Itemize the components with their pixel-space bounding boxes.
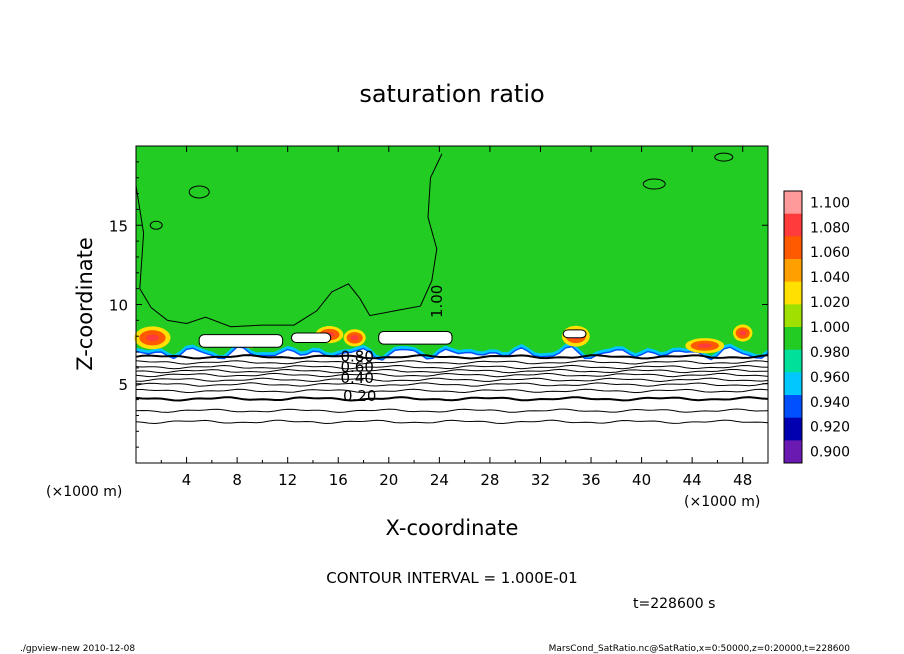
contour-line: [135, 368, 769, 374]
colorbar-frame: [783, 190, 803, 464]
colorbar: 1.100 1.080 1.060 1.040 1.020 1.000 0.980 0.960…: [783, 190, 850, 464]
footer-left-text: ./gpview-new 2010-12-08: [20, 644, 135, 654]
colorbar-label: 1.080: [810, 220, 850, 236]
colorbar-swatch: [784, 327, 802, 351]
supersaturation-peak: [145, 334, 160, 342]
contour-loop: [188, 185, 210, 199]
contour-loop: [714, 152, 734, 162]
colorbar-swatch: [784, 372, 802, 396]
colorbar-label: 0.920: [810, 420, 850, 436]
x-tick-label: 16: [329, 471, 348, 489]
contour-line-1.00: [135, 153, 443, 328]
contour-label: 0.60: [340, 358, 373, 376]
y-axis-unit: (×1000 m): [46, 484, 122, 500]
colorbar-swatch: [784, 417, 802, 441]
contour-loop: [642, 178, 666, 190]
y-tick-label: 15: [109, 217, 128, 235]
contour-line: [135, 382, 769, 387]
x-tick-label: 12: [278, 471, 297, 489]
supersaturation-peak: [697, 343, 712, 348]
colorbar-label: 0.900: [810, 445, 850, 461]
colorbar-swatch: [784, 213, 802, 237]
contour-line: [135, 364, 769, 370]
x-tick-label: 36: [581, 471, 600, 489]
y-tick-label: 10: [109, 297, 128, 315]
cloud-patch: [290, 332, 332, 344]
x-tick-label: 20: [379, 471, 398, 489]
colorbar-label: 1.060: [810, 245, 850, 261]
x-axis-label: X-coordinate: [386, 516, 519, 540]
y-tick-label: 5: [118, 376, 128, 394]
contour-line: [136, 377, 769, 383]
contour-line: [135, 360, 769, 365]
contour-label: 0.20: [343, 387, 376, 405]
contour-line: [135, 354, 769, 360]
contour-line: [135, 419, 769, 425]
plot-area: 1.00 0.800.600.400.20: [134, 145, 769, 464]
contour-line: [135, 408, 769, 413]
time-text: t=228600 s: [633, 596, 715, 612]
cloud-patch: [562, 329, 587, 339]
contour-label: 1.00: [428, 285, 446, 318]
colorbar-swatch: [784, 395, 802, 419]
x-tick-label: 32: [531, 471, 550, 489]
colorbar-swatch: [784, 304, 802, 328]
y-axis-label: Z-coordinate: [73, 237, 97, 371]
x-tick-label: 40: [632, 471, 651, 489]
colorbar-label: 1.040: [810, 270, 850, 286]
colorbar-swatch: [784, 281, 802, 305]
x-tick-label: 24: [430, 471, 449, 489]
saturated-region: [136, 146, 768, 358]
cloud-patch: [198, 334, 284, 348]
saturation-field: [134, 146, 769, 361]
x-tick-label: 4: [182, 471, 192, 489]
contour-line: [135, 372, 769, 378]
contour-lines: 1.00 0.800.600.400.20: [135, 152, 769, 425]
colorbar-label: 1.100: [810, 195, 850, 211]
colorbar-label: 0.960: [810, 370, 850, 386]
colorbar-label: 1.000: [810, 320, 850, 336]
x-tick-label: 44: [683, 471, 702, 489]
x-tick-label: 8: [232, 471, 242, 489]
x-axis-unit: (×1000 m): [684, 494, 760, 510]
colorbar-label: 1.020: [810, 295, 850, 311]
y-axis-ticks: 5 10 15: [109, 161, 768, 448]
x-tick-label: 48: [733, 471, 752, 489]
contour-line: [136, 388, 769, 394]
colorbar-swatch: [784, 191, 802, 215]
contour-label: 0.40: [340, 369, 373, 387]
x-axis-ticks: 4 8 12 16 20 24 28 32 36 40 44 48: [160, 146, 752, 489]
colorbar-label: 0.940: [810, 395, 850, 411]
colorbar-swatch: [784, 440, 802, 464]
cloud-patch: [378, 330, 453, 345]
chart-title: saturation ratio: [359, 80, 544, 108]
colorbar-label: 0.980: [810, 345, 850, 361]
contour-interval-text: CONTOUR INTERVAL = 1.000E-01: [326, 569, 577, 587]
contour-label: 0.80: [340, 348, 373, 366]
contour-line: [135, 396, 769, 402]
colorbar-swatch: [784, 349, 802, 373]
footer-right-text: MarsCond_SatRatio.nc@SatRatio,x=0:50000,…: [549, 644, 851, 654]
supersaturation-peak: [739, 330, 747, 336]
colorbar-swatch: [784, 236, 802, 260]
x-tick-label: 28: [480, 471, 499, 489]
contour-loop: [149, 220, 163, 230]
supersaturation-peak: [350, 335, 359, 341]
colorbar-swatch: [784, 259, 802, 283]
